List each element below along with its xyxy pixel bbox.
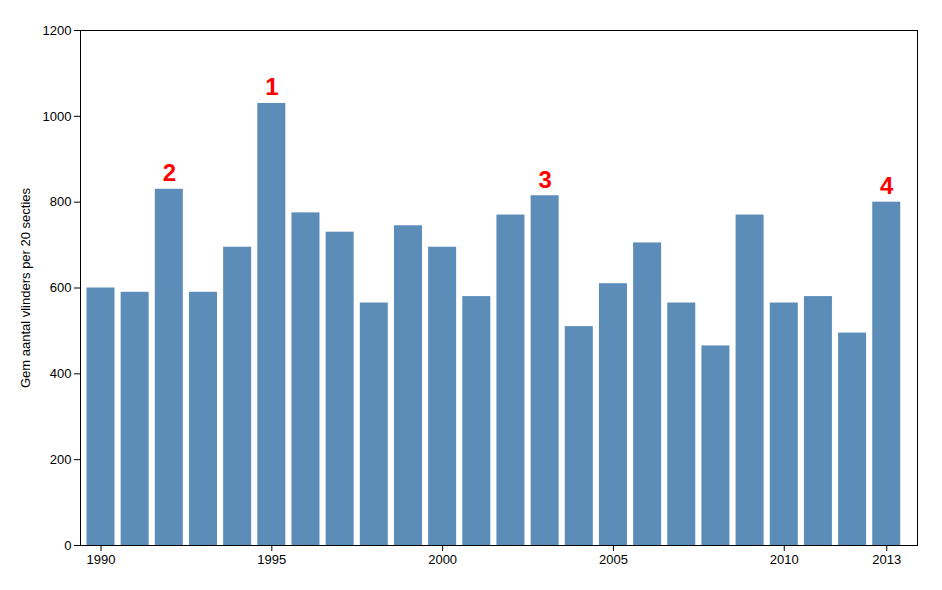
svg-text:0: 0	[64, 538, 71, 553]
svg-text:4: 4	[880, 172, 894, 199]
svg-text:1990: 1990	[87, 552, 116, 567]
svg-text:200: 200	[50, 452, 72, 467]
svg-text:800: 800	[50, 194, 72, 209]
svg-text:2000: 2000	[428, 552, 457, 567]
svg-text:1995: 1995	[257, 552, 286, 567]
svg-text:Gem aantal vlinders per 20 sec: Gem aantal vlinders per 20 secties	[18, 187, 33, 388]
svg-text:600: 600	[50, 280, 72, 295]
svg-text:2005: 2005	[599, 552, 628, 567]
svg-text:1000: 1000	[43, 108, 72, 123]
svg-text:1: 1	[265, 73, 278, 100]
svg-text:2: 2	[163, 159, 176, 186]
svg-text:400: 400	[50, 366, 72, 381]
svg-text:2013: 2013	[872, 552, 901, 567]
svg-text:2010: 2010	[770, 552, 799, 567]
svg-text:1200: 1200	[43, 23, 72, 38]
svg-text:3: 3	[538, 166, 551, 193]
